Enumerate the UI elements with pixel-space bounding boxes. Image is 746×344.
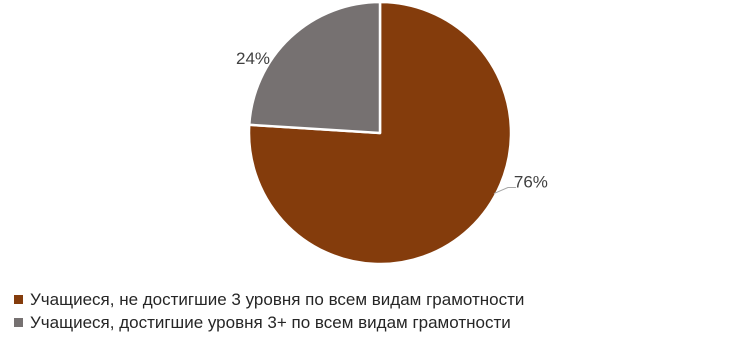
legend-swatch xyxy=(14,295,23,304)
leader-lines xyxy=(493,187,516,195)
legend-label: Учащиеся, достигшие уровня 3+ по всем ви… xyxy=(30,312,511,332)
legend-item-reached: Учащиеся, достигшие уровня 3+ по всем ви… xyxy=(14,311,744,334)
data-labels: 76% 24% xyxy=(236,49,548,192)
pie-slices xyxy=(247,0,513,266)
data-label-reached: 24% xyxy=(236,49,270,68)
leader-line-not-reached xyxy=(493,187,516,195)
legend: Учащиеся, не достигшие 3 уровня по всем … xyxy=(14,288,744,334)
pie-slice-not-reached xyxy=(247,0,513,266)
data-label-not-reached: 76% xyxy=(514,173,548,192)
pie-slice-reached xyxy=(248,0,382,135)
legend-swatch xyxy=(14,318,23,327)
legend-item-not-reached: Учащиеся, не достигшие 3 уровня по всем … xyxy=(14,288,744,311)
legend-label: Учащиеся, не достигшие 3 уровня по всем … xyxy=(30,289,525,309)
